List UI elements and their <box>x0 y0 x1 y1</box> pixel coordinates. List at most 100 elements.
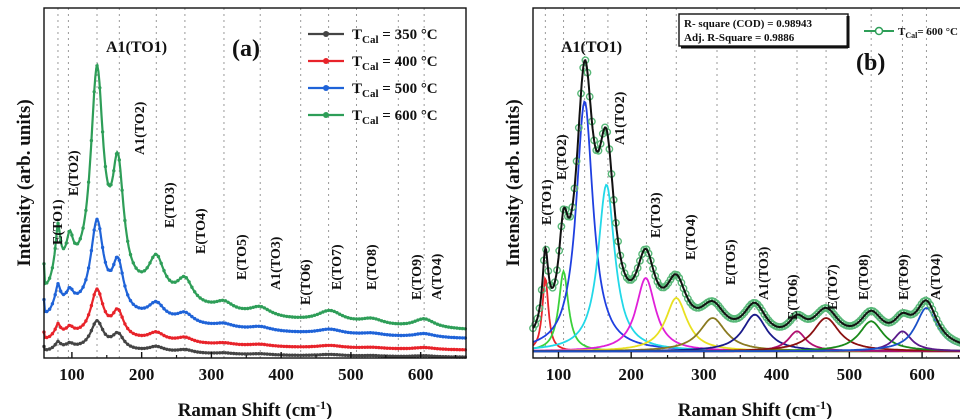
series-point <box>123 339 127 344</box>
series-point <box>349 345 353 349</box>
series-point <box>156 300 161 305</box>
series-point <box>162 346 166 351</box>
panel-b: 100 200 300 400 500 600 E(TO1)E(TO2) A1(TO1) A1… <box>503 7 960 419</box>
series-point <box>421 317 426 321</box>
series-point <box>59 239 63 243</box>
series-point <box>206 341 211 345</box>
series-point <box>67 286 71 290</box>
series-point <box>335 353 339 357</box>
series-point <box>396 346 400 351</box>
series-point <box>223 299 228 303</box>
series-point <box>360 317 364 321</box>
series-line-600 <box>42 62 466 330</box>
series-point <box>159 261 163 265</box>
series-point <box>315 328 320 333</box>
series-point <box>153 330 158 334</box>
series-point <box>357 331 361 335</box>
series-point <box>117 308 122 313</box>
series-point <box>273 344 278 348</box>
series-point <box>310 314 314 318</box>
series-point <box>276 312 281 317</box>
series-point <box>109 334 113 339</box>
series-point <box>142 306 147 310</box>
series-point <box>424 317 428 321</box>
series-point <box>56 339 60 343</box>
series-point <box>455 347 459 352</box>
data-point <box>633 264 642 272</box>
series-point <box>232 351 236 356</box>
legend-marker <box>323 31 329 37</box>
series-point <box>335 311 339 315</box>
series-point <box>193 338 197 343</box>
series-point <box>173 280 177 284</box>
series-point <box>181 347 186 352</box>
series-point <box>198 319 202 324</box>
series-point <box>112 311 116 315</box>
series-point <box>92 90 96 94</box>
series-point <box>393 321 398 326</box>
peak-label: E(TO8) <box>857 254 872 300</box>
series-point <box>156 330 161 334</box>
series-point <box>56 282 60 286</box>
series-point <box>223 351 228 355</box>
panel-b-x-axis-ticks: 100 200 300 400 500 600 <box>546 352 960 384</box>
series-point <box>198 340 202 344</box>
series-point <box>385 346 389 350</box>
series-point <box>335 344 339 348</box>
series-point <box>326 327 331 331</box>
series-point <box>377 354 381 358</box>
series-point <box>282 344 286 349</box>
series-point <box>396 322 400 326</box>
peak-label: A1(TO3) <box>757 246 772 300</box>
series-point <box>285 344 289 349</box>
series-point <box>379 319 384 323</box>
series-point <box>237 324 241 329</box>
series-point <box>290 353 294 357</box>
series-point <box>167 348 172 352</box>
series-point <box>198 296 202 300</box>
series-point <box>73 342 77 346</box>
series-point <box>120 188 124 192</box>
series-point <box>59 325 63 330</box>
series-point <box>209 341 214 345</box>
series-point <box>271 343 275 348</box>
peak-label: E(TO3) <box>649 192 664 238</box>
series-point <box>232 323 236 328</box>
series-point <box>452 347 456 352</box>
series-point <box>257 352 261 356</box>
series-point <box>435 347 440 351</box>
series-point <box>262 325 267 329</box>
series-point <box>162 307 166 311</box>
series-point <box>346 345 350 349</box>
series-point <box>112 333 116 337</box>
peak-label: A1(TO2) <box>613 91 628 145</box>
series-point <box>106 313 110 318</box>
series-point <box>268 343 272 347</box>
series-point <box>396 333 400 338</box>
series-point <box>243 342 247 347</box>
series-point <box>70 324 74 328</box>
series-point <box>148 345 152 350</box>
series-point <box>64 241 69 245</box>
data-point <box>876 313 884 322</box>
series-point <box>145 346 149 350</box>
series-point <box>176 311 180 316</box>
series-point <box>123 218 127 223</box>
series-point <box>329 352 334 357</box>
series-point <box>243 352 247 356</box>
series-point <box>343 353 347 357</box>
series-point <box>449 335 454 340</box>
series-point <box>405 346 409 351</box>
series-point <box>120 271 124 275</box>
series-point <box>352 353 356 358</box>
series-point <box>184 335 188 339</box>
series-point <box>402 346 406 351</box>
series-point <box>455 336 459 340</box>
series-point <box>98 292 102 296</box>
series-point <box>268 352 272 356</box>
series-point <box>254 324 258 328</box>
series-point <box>78 341 83 346</box>
series-point <box>114 152 119 156</box>
series-point <box>162 333 166 338</box>
series-point <box>201 340 205 344</box>
